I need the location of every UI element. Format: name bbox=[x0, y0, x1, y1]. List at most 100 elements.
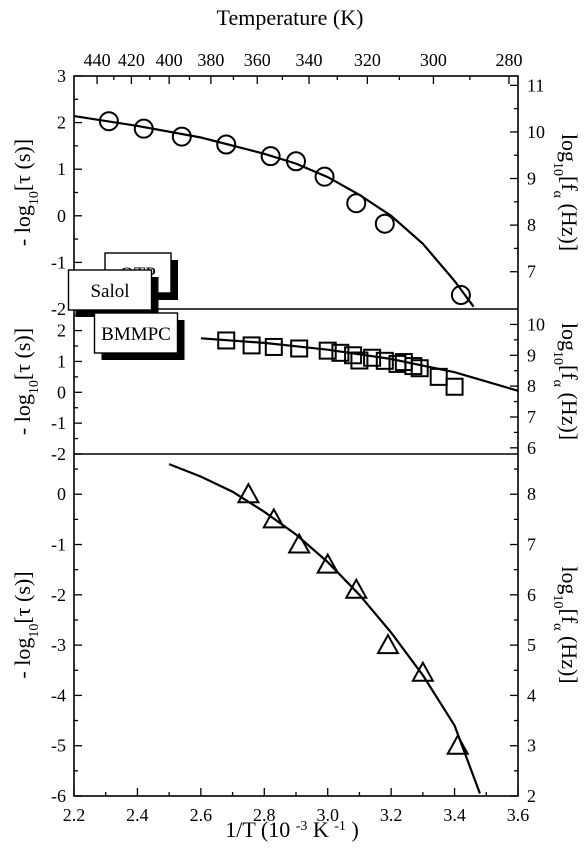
top-tick-label: 340 bbox=[296, 50, 323, 70]
data-point-square bbox=[290, 339, 309, 358]
right-tick-label: 7 bbox=[527, 407, 536, 427]
data-point-square bbox=[363, 348, 382, 367]
data-point-triangle bbox=[411, 660, 435, 682]
top-tick-label: 420 bbox=[118, 50, 145, 70]
sample-label: Salol bbox=[90, 281, 129, 302]
bottom-axis-title-unit: K bbox=[313, 817, 329, 842]
right-tick-label: 8 bbox=[527, 376, 536, 396]
data-point-square bbox=[410, 359, 429, 378]
left-axis-title-post: [τ (s)] bbox=[10, 328, 35, 380]
left-axis-title-post: [τ (s)] bbox=[10, 139, 35, 191]
right-tick-label: 7 bbox=[527, 535, 536, 555]
left-tick-label: 1 bbox=[57, 351, 66, 371]
top-axis-ticks: 440 420 400 380 360 340 320 300 280 bbox=[84, 50, 522, 84]
left-axis-title: - log10[τ (s)] bbox=[10, 139, 42, 246]
bottom-axis-ticks: 2.2 2.4 2.6 2.8 3.0 3.2 3.4 3.6 bbox=[63, 788, 530, 825]
top-axis-title: Temperature (K) bbox=[217, 5, 364, 30]
bottom-tick-label: 2.8 bbox=[253, 805, 276, 825]
bottom-axis-title-exp: -3 bbox=[296, 819, 308, 834]
data-point-square bbox=[242, 336, 261, 355]
right-axis-title: log10[fα (Hz)] bbox=[551, 134, 583, 251]
right-tick-label: 8 bbox=[527, 215, 536, 235]
bottom-axis-title-close: ) bbox=[351, 817, 358, 842]
data-point-circle bbox=[286, 151, 306, 172]
left-axis-title-pre: - log bbox=[10, 638, 35, 679]
right-tick-label: 9 bbox=[527, 345, 536, 365]
fit-curve bbox=[73, 115, 475, 308]
right-axis-title-sub2: α bbox=[551, 191, 566, 199]
data-point-square bbox=[331, 343, 350, 362]
plot-frame bbox=[73, 75, 519, 797]
data-point-triangle bbox=[344, 577, 368, 599]
data-point-square bbox=[217, 331, 236, 350]
data-point-circle bbox=[216, 134, 237, 155]
fit-curve bbox=[168, 463, 481, 794]
right-axis-title-sub2: α bbox=[551, 380, 566, 388]
bottom-axis-title-exp2: -1 bbox=[334, 819, 346, 834]
left-axis-title: - log10[τ (s)] bbox=[10, 571, 42, 678]
right-axis-title-pre: log bbox=[557, 323, 582, 351]
right-tick-label: 5 bbox=[527, 635, 536, 655]
bottom-tick-label: 2.4 bbox=[126, 805, 149, 825]
sample-label-box bbox=[93, 312, 179, 354]
left-tick-label: 2 bbox=[57, 113, 66, 133]
left-axis-title-sub: 10 bbox=[27, 624, 42, 638]
right-axis-title-sub: 10 bbox=[551, 594, 566, 608]
data-point-square bbox=[318, 341, 337, 360]
right-tick-label: 4 bbox=[527, 685, 536, 705]
right-tick-label: 8 bbox=[527, 484, 536, 504]
data-point-square bbox=[429, 367, 448, 386]
bottom-tick-label: 3.6 bbox=[507, 805, 530, 825]
right-axis-title-mid: [f bbox=[557, 365, 582, 380]
bottom-tick-label: 2.6 bbox=[190, 805, 213, 825]
left-tick-label: -6 bbox=[51, 786, 66, 806]
left-tick-label: 3 bbox=[57, 66, 66, 86]
right-axis-title: log10[fα (Hz)] bbox=[551, 566, 583, 683]
left-tick-label: -2 bbox=[51, 299, 66, 319]
left-tick-label: -2 bbox=[51, 585, 66, 605]
bottom-axis-title-main: 1/T bbox=[225, 817, 256, 842]
data-point-square bbox=[375, 351, 394, 370]
right-tick-label: 10 bbox=[527, 122, 545, 142]
data-point-triangle bbox=[316, 552, 340, 574]
data-point-circle bbox=[171, 126, 192, 147]
left-tick-label: -1 bbox=[51, 252, 66, 272]
right-tick-label: 9 bbox=[527, 169, 536, 189]
right-axis-title-sub: 10 bbox=[551, 162, 566, 176]
left-axis-title-pre: - log bbox=[10, 205, 35, 246]
data-point-triangle bbox=[262, 507, 286, 529]
data-point-circle bbox=[374, 213, 395, 234]
data-point-circle bbox=[314, 166, 335, 187]
right-axis-title-post: (Hz)] bbox=[557, 198, 582, 251]
right-axis-title-sub: 10 bbox=[551, 351, 566, 365]
right-axis-title-mid: [f bbox=[557, 176, 582, 191]
right-axis-title: log10[fα (Hz)] bbox=[551, 323, 583, 440]
left-tick-label: -4 bbox=[51, 685, 66, 705]
data-point-triangle bbox=[287, 532, 311, 554]
left-axis-title-pre: - log bbox=[10, 394, 35, 435]
right-tick-label: 7 bbox=[527, 262, 536, 282]
left-axis-title-post: [τ (s)] bbox=[10, 571, 35, 623]
data-point-circle bbox=[98, 111, 119, 132]
right-axis-title-post: (Hz)] bbox=[557, 630, 582, 683]
left-tick-label: 0 bbox=[57, 382, 66, 402]
right-axis-title-sub2: α bbox=[551, 623, 566, 631]
right-tick-label: 11 bbox=[527, 75, 544, 95]
sample-label: BMMPC bbox=[101, 324, 171, 345]
top-tick-label: 280 bbox=[495, 50, 522, 70]
data-point-triangle bbox=[376, 633, 400, 655]
data-point-square bbox=[264, 337, 283, 356]
top-tick-label: 360 bbox=[244, 50, 271, 70]
data-point-triangle bbox=[446, 733, 470, 755]
left-tick-label: 0 bbox=[57, 206, 66, 226]
right-axis-title-mid: [f bbox=[557, 608, 582, 623]
bottom-tick-label: 3.4 bbox=[443, 805, 466, 825]
data-point-square bbox=[344, 346, 363, 365]
data-point-square bbox=[404, 357, 423, 376]
bottom-tick-label: 3.2 bbox=[380, 805, 403, 825]
right-tick-label: 2 bbox=[527, 786, 536, 806]
left-tick-label: -3 bbox=[51, 635, 66, 655]
